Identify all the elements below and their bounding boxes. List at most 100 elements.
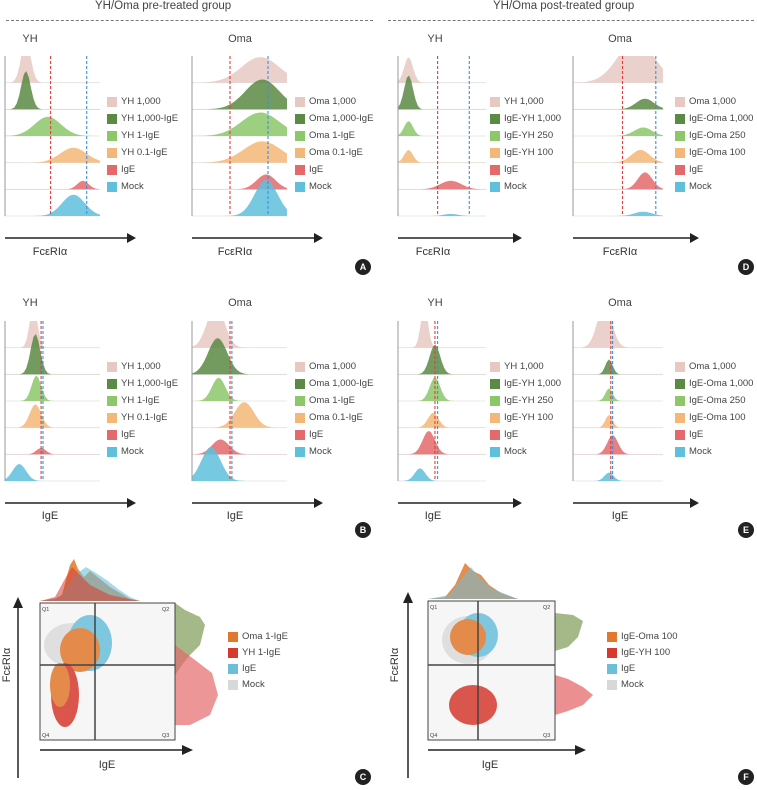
- histogram-peak: [192, 377, 287, 401]
- legend-label: YH 1-IgE: [242, 647, 281, 658]
- histogram-peak: [192, 79, 287, 110]
- histogram-peak: [192, 338, 287, 375]
- quadrant-q2: Q2: [162, 607, 169, 613]
- histogram-peak: [398, 344, 486, 375]
- legend-label: Oma 1-IgE: [242, 631, 288, 642]
- legend-swatch: [107, 181, 117, 192]
- histogram-peak: [5, 71, 100, 110]
- x-axis-arrowhead: [513, 233, 522, 243]
- legend-label: Oma 1,000-IgE: [309, 378, 374, 389]
- histogram-peak: [398, 377, 486, 401]
- histogram-peak: [5, 180, 100, 190]
- legend-label: Oma 1,000-IgE: [309, 113, 374, 124]
- legend-label: YH 1,000: [121, 96, 161, 107]
- histogram-peak: [573, 127, 663, 136]
- dotplot-c: Q1 Q2 Q3 Q4 FcεRIα IgE: [1, 559, 218, 778]
- legend-swatch: [107, 412, 117, 423]
- histogram-peak: [5, 194, 100, 216]
- panel-badge-a: A: [355, 259, 371, 275]
- histogram-peak: [192, 141, 287, 163]
- panel-badge-d: D: [738, 259, 754, 275]
- plot-title-b-yh: YH: [22, 297, 38, 309]
- legend-label: IgE-Oma 250: [689, 130, 746, 141]
- legend-swatch: [675, 96, 685, 107]
- legend-swatch: [107, 164, 117, 175]
- legend-label: IgE-YH 100: [504, 147, 554, 158]
- legend-label: Oma 1,000: [309, 361, 356, 372]
- histogram-peak: [398, 321, 486, 348]
- histogram-peak: [192, 179, 287, 216]
- histogram-peak: [573, 414, 663, 428]
- histogram-peak: [5, 56, 100, 83]
- legend-swatch: [295, 96, 305, 107]
- legend-swatch: [107, 446, 117, 457]
- legend-swatch: [295, 429, 305, 440]
- dotplot-c-xlabel: IgE: [99, 759, 116, 771]
- histogram-peak: [573, 149, 663, 163]
- legend-swatch: [228, 663, 238, 674]
- histogram-e-yh: [397, 321, 522, 508]
- legend-swatch: [607, 631, 617, 642]
- legend-label: Oma 1,000: [689, 96, 736, 107]
- legend-label: IgE-Oma 100: [621, 631, 678, 642]
- legend-swatch: [107, 395, 117, 406]
- legend-swatch: [490, 412, 500, 423]
- legend-swatch: [228, 679, 238, 690]
- legend-swatch: [107, 378, 117, 389]
- legend-label: YH 1,000-IgE: [121, 113, 179, 124]
- histogram-peak: [398, 57, 486, 83]
- histogram-d-oma: [572, 56, 699, 243]
- legend-label: IgE: [242, 663, 257, 674]
- quadrant-q1: Q1: [42, 607, 49, 613]
- histogram-peak: [398, 468, 486, 481]
- plot-title-e-yh: YH: [427, 297, 443, 309]
- legend-label: IgE: [621, 663, 636, 674]
- legend-swatch: [490, 147, 500, 158]
- legend-swatch: [228, 647, 238, 658]
- group-divider-post: [388, 20, 754, 21]
- legend-label: YH 1,000: [504, 96, 544, 107]
- plot-title-d-oma: Oma: [608, 33, 632, 45]
- histogram-d-yh: [397, 56, 522, 243]
- legend-swatch: [295, 164, 305, 175]
- legend-label: Oma 1-IgE: [309, 130, 355, 141]
- plot-title-d-yh: YH: [427, 33, 443, 45]
- histogram-peak: [192, 402, 287, 428]
- legend-label: YH 1-IgE: [121, 130, 160, 141]
- legend-swatch: [295, 130, 305, 141]
- panel-badge-c: C: [355, 769, 371, 785]
- x-axis-arrowhead: [127, 233, 136, 243]
- legend-swatch: [107, 147, 117, 158]
- legend-swatch: [107, 130, 117, 141]
- legend-swatch: [228, 631, 238, 642]
- histogram-peak: [573, 388, 663, 401]
- histogram-peak: [192, 439, 287, 455]
- dotplot-f-xlabel: IgE: [482, 759, 499, 771]
- legend-swatch: [295, 361, 305, 372]
- legend-label: Mock: [689, 181, 712, 192]
- axis-label-ige-b1: IgE: [41, 510, 59, 522]
- group-divider-pre: [6, 20, 373, 21]
- legend-label: IgE-YH 250: [504, 130, 554, 141]
- plot-title-b-oma: Oma: [228, 297, 252, 309]
- legend-label: IgE: [309, 429, 324, 440]
- legend-swatch: [295, 147, 305, 158]
- legend-label: IgE: [504, 429, 519, 440]
- legend-label: IgE: [689, 164, 704, 175]
- x-axis-arrowhead: [127, 498, 136, 508]
- axis-label-ige-b2: IgE: [226, 510, 244, 522]
- histogram-b-yh: [4, 321, 136, 508]
- dotplot-c-ylabel: FcεRIα: [1, 647, 13, 682]
- legend-label: IgE-Oma 250: [689, 395, 746, 406]
- histogram-peak: [398, 121, 486, 136]
- histogram-peak: [5, 375, 100, 401]
- legend-swatch: [675, 378, 685, 389]
- legend-swatch: [107, 361, 117, 372]
- legend-swatch: [107, 429, 117, 440]
- legend-swatch: [607, 663, 617, 674]
- quadrant-q1: Q1: [430, 605, 437, 611]
- legend-swatch: [607, 679, 617, 690]
- legend-label: IgE-Oma 1,000: [689, 113, 754, 124]
- histogram-peak: [573, 321, 663, 348]
- histogram-peak: [5, 448, 100, 455]
